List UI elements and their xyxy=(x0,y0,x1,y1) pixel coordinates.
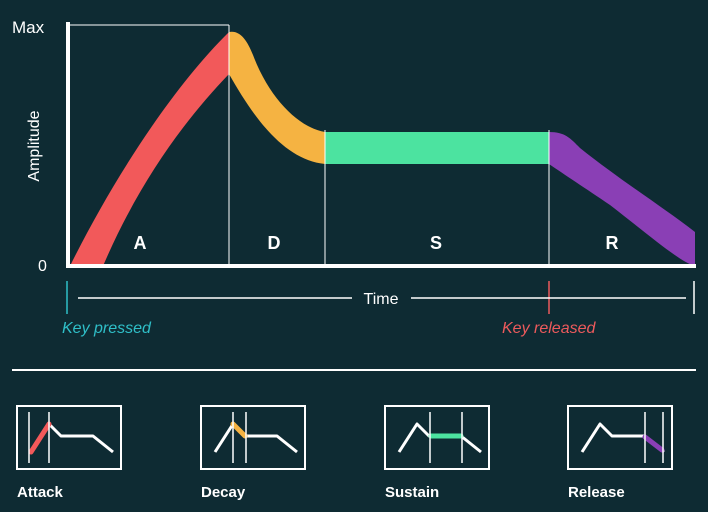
attack-band xyxy=(70,32,229,266)
release-band xyxy=(549,132,695,266)
phase-letter-a: A xyxy=(134,233,147,253)
attack-label: Attack xyxy=(17,484,64,501)
y-max-label: Max xyxy=(12,18,45,37)
attack-thumbnail xyxy=(16,405,122,470)
release-thumbnail xyxy=(567,405,673,470)
decay-thumbnail xyxy=(200,405,306,470)
key-pressed-label: Key pressed xyxy=(62,320,152,337)
key-released-label: Key released xyxy=(502,320,596,337)
sustain-label: Sustain xyxy=(385,484,439,501)
y-axis-title: Amplitude xyxy=(26,110,43,181)
phase-dividers xyxy=(70,24,550,266)
y-zero-label: 0 xyxy=(38,258,47,275)
decay-label: Decay xyxy=(201,484,246,501)
sustain-band xyxy=(325,132,549,164)
time-label: Time xyxy=(364,291,399,308)
phase-letter-d: D xyxy=(268,233,281,253)
sustain-thumbnail xyxy=(384,405,490,470)
phase-letter-s: S xyxy=(430,233,442,253)
release-label: Release xyxy=(568,484,625,501)
decay-band xyxy=(229,31,325,165)
phase-letter-r: R xyxy=(606,233,619,253)
